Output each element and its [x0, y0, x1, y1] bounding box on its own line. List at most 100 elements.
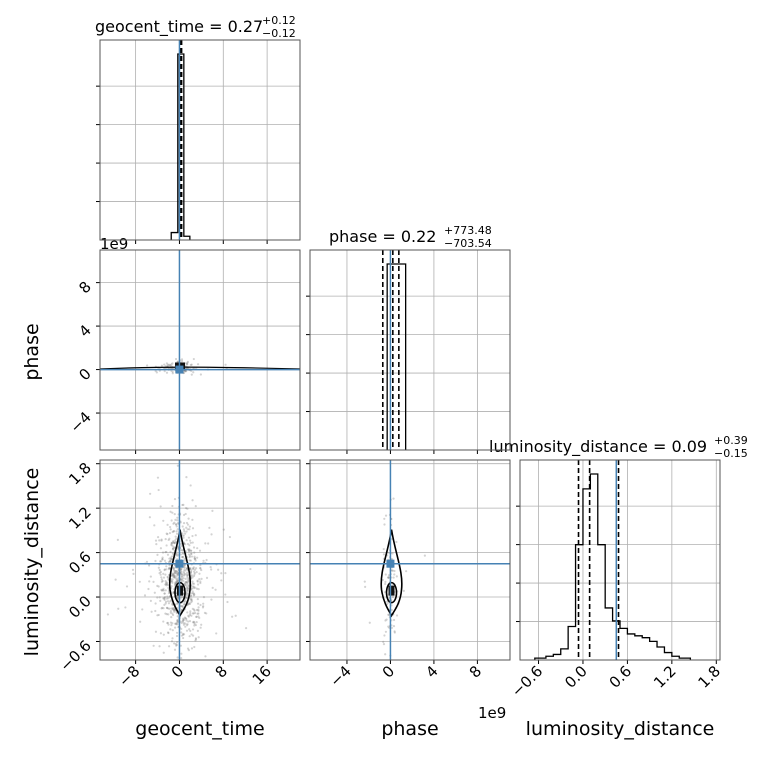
scatter-point — [192, 570, 196, 573]
scatter-point — [386, 576, 390, 579]
scatter-point — [165, 584, 168, 587]
scatter-point — [202, 596, 206, 599]
scatter-point — [173, 626, 177, 629]
scatter-point — [188, 548, 191, 551]
scatter-point — [173, 541, 176, 545]
scatter-point — [132, 572, 135, 575]
scatter-point — [185, 581, 189, 584]
scatter-point — [162, 651, 165, 654]
scatter-point — [171, 370, 174, 373]
scatter-point — [165, 362, 169, 365]
scatter-point — [185, 362, 189, 366]
scatter-point — [155, 371, 158, 374]
scatter-point — [124, 606, 127, 609]
scatter-point — [148, 580, 151, 583]
title-phase: phase = 0.22 — [329, 227, 436, 246]
scatter-point — [173, 576, 176, 579]
scatter-point — [165, 371, 169, 374]
scatter-point — [185, 580, 188, 583]
scatter-point — [196, 598, 199, 601]
scatter-point — [176, 570, 179, 573]
scatter-point — [174, 357, 178, 361]
scatter-point — [168, 595, 171, 598]
truth-marker — [175, 365, 184, 374]
scatter-point — [173, 648, 177, 651]
scatter-point — [152, 580, 155, 583]
scatter-point — [385, 618, 388, 621]
scatter-point — [163, 596, 167, 599]
scatter-point — [215, 632, 218, 635]
scatter-point — [392, 618, 396, 622]
scatter-point — [191, 534, 194, 538]
scatter-point — [384, 582, 387, 586]
scatter-point — [161, 579, 164, 583]
scatter-point — [138, 580, 141, 583]
scatter-point — [190, 592, 194, 595]
scatter-point — [180, 577, 184, 581]
scatter-point — [189, 559, 192, 562]
scatter-point — [164, 583, 167, 586]
scatter-point — [176, 597, 179, 600]
scatter-point — [165, 582, 169, 585]
scatter-point — [171, 603, 174, 607]
scatter-point — [393, 569, 396, 573]
scatter-point — [190, 575, 193, 578]
scatter-point — [384, 619, 387, 622]
scatter-point — [224, 572, 227, 575]
scatter-point — [171, 511, 174, 514]
scatter-point — [163, 592, 166, 595]
scatter-point — [392, 497, 395, 500]
scatter-point — [156, 536, 160, 539]
scatter-point — [382, 643, 386, 646]
scatter-point — [190, 647, 194, 650]
scatter-point — [363, 580, 366, 583]
scatter-point — [168, 607, 171, 610]
scatter-point — [193, 557, 196, 560]
scatter-point — [157, 585, 160, 588]
scatter-point — [187, 580, 190, 583]
scatter-point — [189, 549, 192, 552]
scatter-point — [169, 621, 172, 624]
scatter-point — [183, 602, 186, 605]
scatter-point — [181, 619, 185, 622]
scatter-point — [164, 583, 167, 586]
scatter-point — [173, 610, 176, 613]
scatter-point — [174, 581, 177, 584]
scatter-point — [189, 594, 192, 597]
scatter-point — [163, 363, 166, 366]
scatter-point — [169, 550, 172, 554]
scatter-point — [166, 621, 169, 624]
scatter-point — [176, 579, 179, 582]
scatter-point — [184, 362, 187, 365]
scatter-point — [173, 575, 176, 578]
tick-label-y-luminosity_distance: 1.8 — [65, 459, 95, 489]
scatter-point — [171, 581, 174, 584]
scatter-point — [159, 547, 163, 550]
scatter-point — [170, 624, 173, 627]
scatter-point — [169, 556, 172, 559]
scatter-point — [160, 560, 163, 563]
scatter-point — [164, 580, 167, 583]
scatter-point — [186, 586, 189, 590]
scatter-point — [160, 539, 163, 542]
scatter-point — [193, 609, 196, 612]
scatter-point — [186, 603, 189, 606]
scatter-point — [174, 571, 177, 574]
scatter-point — [172, 567, 176, 570]
scatter-point — [189, 567, 192, 570]
scatter-point — [181, 556, 184, 559]
scatter-point — [175, 554, 178, 557]
scatter-point — [175, 578, 178, 581]
scatter-point — [183, 573, 186, 576]
scatter-point — [141, 608, 144, 611]
scatter-point — [195, 587, 199, 590]
scatter-point — [162, 572, 165, 575]
scatter-point — [194, 558, 197, 561]
tick-label-x-phase: 8 — [466, 662, 485, 681]
scatter-point — [167, 607, 170, 610]
scatter-point — [169, 560, 172, 563]
scatter-point — [184, 512, 187, 516]
scatter-point — [117, 607, 120, 610]
scatter-point — [167, 538, 170, 542]
